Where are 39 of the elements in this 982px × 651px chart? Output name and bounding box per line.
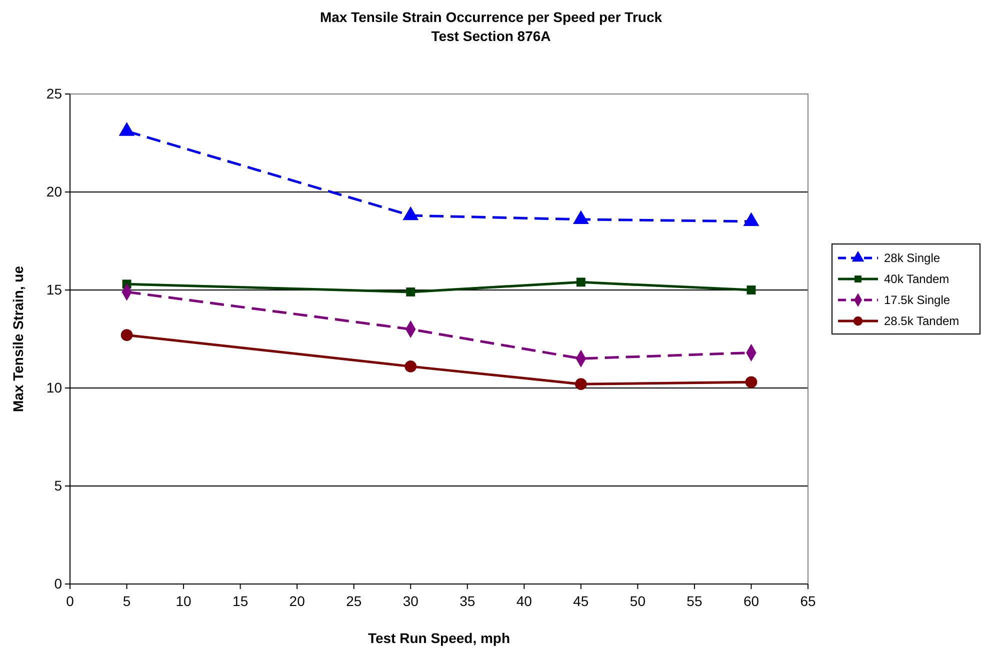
x-tick-label: 50: [630, 593, 646, 609]
point: [404, 360, 417, 372]
point: [576, 278, 586, 287]
point: [746, 286, 756, 294]
y-tick-label: 15: [46, 281, 62, 298]
point: [743, 212, 760, 226]
legend-label: 28k Single: [884, 251, 940, 266]
x-tick-label: 35: [460, 593, 476, 609]
point: [120, 329, 133, 341]
x-tick-label: 25: [346, 593, 362, 609]
x-tick-label: 10: [176, 593, 192, 609]
chart-title: Max Tensile Strain Occurrence per Speed per Truck: [320, 9, 662, 25]
x-tick-label: 55: [686, 593, 702, 609]
point: [572, 210, 589, 224]
x-tick-label: 15: [232, 593, 248, 609]
legend-label: 17.5k Single: [884, 293, 950, 308]
point: [402, 206, 419, 220]
x-tick-label: 20: [289, 593, 306, 609]
x-tick-label: 40: [516, 593, 532, 609]
x-tick-label: 30: [402, 593, 419, 609]
x-tick-label: 5: [122, 593, 131, 609]
x-tick-label: 0: [66, 593, 74, 609]
y-tick-label: 0: [54, 575, 62, 592]
x-tick-label: 65: [800, 593, 816, 609]
legend-label: 28.5k Tandem: [884, 314, 960, 328]
y-tick-label: 5: [54, 477, 62, 494]
chart-subtitle: Test Section 876A: [431, 28, 551, 44]
y-tick-label: 10: [46, 379, 62, 396]
point: [575, 378, 587, 390]
x-axis-title: Test Run Speed, mph: [368, 630, 510, 646]
point: [118, 122, 135, 136]
point: [745, 376, 758, 388]
y-tick-label: 20: [46, 183, 62, 200]
x-tick-label: 45: [573, 593, 589, 609]
legend-label: 40k Tandem: [884, 272, 950, 286]
y-axis-title: Max Tensile Strain, ue: [10, 266, 26, 412]
x-tick-label: 60: [743, 593, 760, 609]
point: [406, 287, 416, 296]
y-tick-label: 25: [46, 85, 62, 102]
